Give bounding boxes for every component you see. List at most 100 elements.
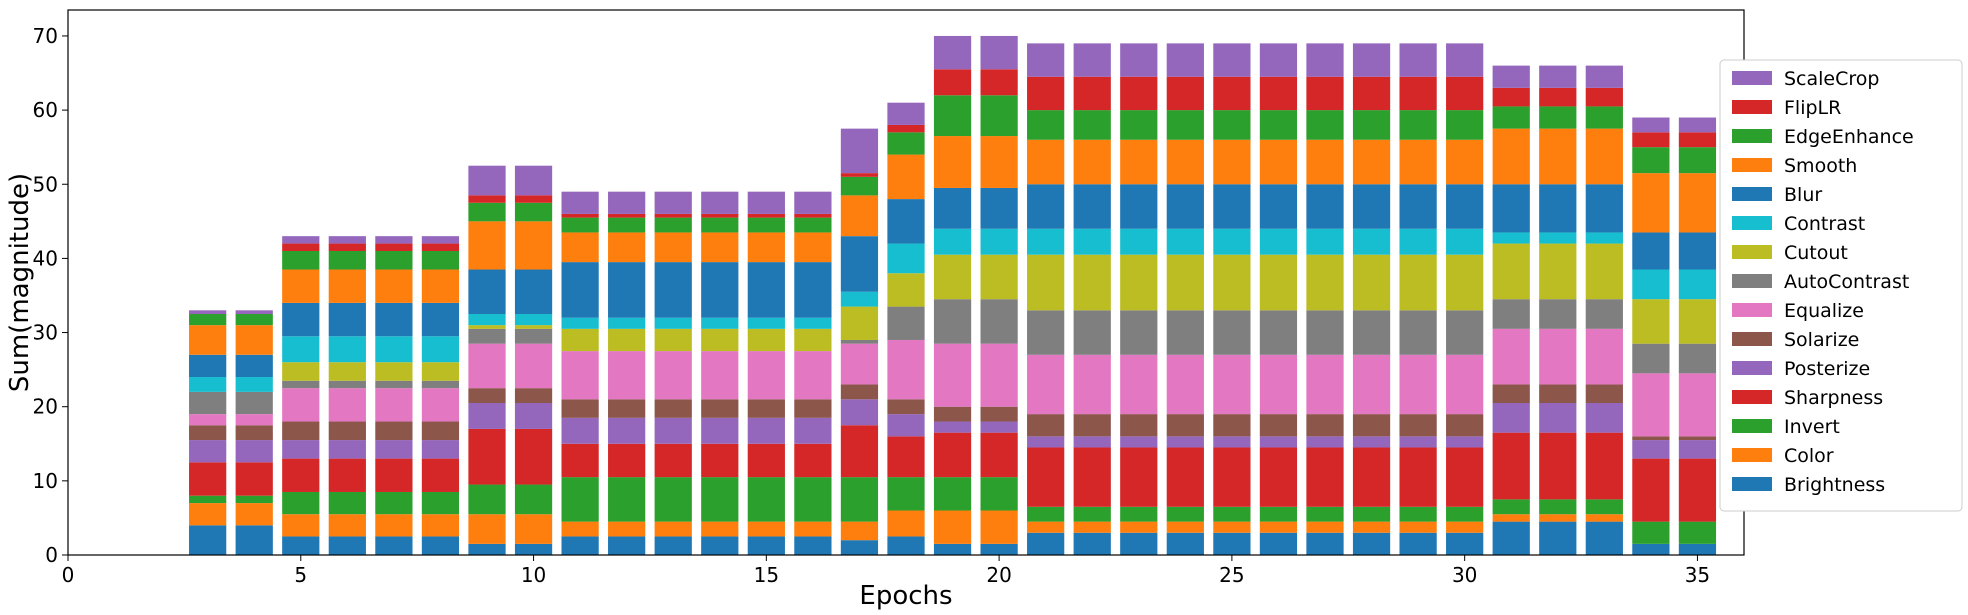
bar-segment-edgeenhance xyxy=(980,95,1018,137)
legend-label-sharpness: Sharpness xyxy=(1784,387,1883,409)
bar-segment-equalize xyxy=(1678,373,1717,437)
bar-segment-fliplr xyxy=(375,243,413,251)
legend-swatch-smooth xyxy=(1732,158,1772,172)
bar-segment-blur xyxy=(887,199,925,244)
bar-segment-smooth xyxy=(1259,139,1298,185)
bar-segment-brightness xyxy=(747,536,785,555)
bar-segment-posterize xyxy=(282,440,320,459)
bar-segment-posterize xyxy=(701,417,739,444)
bar-segment-contrast xyxy=(840,291,879,307)
bar-segment-scalecrop xyxy=(794,191,832,214)
bar-segment-fliplr xyxy=(608,213,646,218)
bar-segment-sharpness xyxy=(189,462,227,496)
bar-segment-sharpness xyxy=(1073,447,1111,507)
bar-segment-posterize xyxy=(1259,436,1298,448)
bar-segment-cutout xyxy=(1352,254,1391,311)
bar-segment-blur xyxy=(1492,184,1530,233)
bar-segment-sharpness xyxy=(747,443,785,478)
bar-segment-sharpness xyxy=(1585,432,1623,500)
bar-segment-smooth xyxy=(747,232,785,263)
bar-segment-edgeenhance xyxy=(933,95,972,137)
bar-segment-fliplr xyxy=(840,173,879,177)
bar-segment-invert xyxy=(282,491,320,515)
bar-segment-cutout xyxy=(468,325,506,329)
legend-label-contrast: Contrast xyxy=(1784,213,1865,235)
bar-segment-posterize xyxy=(980,421,1018,433)
bar-segment-blur xyxy=(933,187,972,229)
bar-segment-blur xyxy=(375,302,413,337)
bar-segment-solarize xyxy=(1306,414,1344,437)
bar-segment-solarize xyxy=(282,421,320,441)
bar-segment-autocontrast xyxy=(468,328,506,344)
bar-segment-blur xyxy=(980,187,1018,229)
bar-segment-solarize xyxy=(980,406,1018,422)
bar-segment-edgeenhance xyxy=(1213,110,1251,140)
bar-segment-color xyxy=(1213,521,1251,533)
bar-segment-color xyxy=(375,514,413,537)
x-tick-label: 5 xyxy=(294,563,307,587)
bar-segment-posterize xyxy=(421,440,460,459)
bar-segment-brightness xyxy=(608,536,646,555)
bar-segment-blur xyxy=(1539,184,1577,233)
bar-segment-smooth xyxy=(1166,139,1204,185)
bar-segment-blur xyxy=(1632,232,1670,270)
bar-segment-contrast xyxy=(1585,232,1623,244)
bar-segment-equalize xyxy=(1539,328,1577,385)
bar-segment-posterize xyxy=(1632,440,1670,459)
bar-segment-edgeenhance xyxy=(561,217,599,233)
bar-segment-cutout xyxy=(328,362,366,381)
bar-segment-posterize xyxy=(1678,440,1717,459)
bar-segment-brightness xyxy=(235,525,273,555)
legend-label-invert: Invert xyxy=(1784,416,1840,438)
bar-segment-invert xyxy=(514,484,553,515)
bar-segment-equalize xyxy=(561,351,599,400)
bar-segment-equalize xyxy=(1352,354,1391,415)
bar-segment-edgeenhance xyxy=(747,217,785,233)
bar-segment-solarize xyxy=(1585,384,1623,403)
bar-segment-solarize xyxy=(561,399,599,418)
bar-segment-invert xyxy=(421,491,460,515)
bar-segment-autocontrast xyxy=(1492,299,1530,329)
bar-segment-solarize xyxy=(1539,384,1577,403)
legend-swatch-autocontrast xyxy=(1732,274,1772,288)
bar-segment-fliplr xyxy=(1120,76,1158,111)
bar-segment-fliplr xyxy=(701,213,739,218)
bar-segment-invert xyxy=(1446,506,1484,522)
bar-segment-invert xyxy=(701,477,739,522)
bar-segment-scalecrop xyxy=(421,236,460,244)
bar-segment-posterize xyxy=(1492,402,1530,433)
legend-label-solarize: Solarize xyxy=(1784,329,1859,351)
bar-segment-equalize xyxy=(1213,354,1251,415)
bar-segment-invert xyxy=(1166,506,1204,522)
bar-segment-contrast xyxy=(980,228,1018,255)
x-tick-label: 0 xyxy=(62,563,75,587)
bar-segment-sharpness xyxy=(1632,458,1670,522)
bar-segment-edgeenhance xyxy=(1539,106,1577,129)
bar-segment-fliplr xyxy=(747,213,785,218)
bar-segment-edgeenhance xyxy=(608,217,646,233)
bar-segment-equalize xyxy=(933,343,972,407)
x-tick-label: 25 xyxy=(1219,563,1244,587)
bar-segment-contrast xyxy=(1306,228,1344,255)
bar-segment-equalize xyxy=(375,388,413,422)
bar-segment-color xyxy=(933,510,972,544)
bar-segment-fliplr xyxy=(514,195,553,203)
bar-segment-smooth xyxy=(561,232,599,263)
bar-segment-solarize xyxy=(1166,414,1204,437)
bar-segment-cutout xyxy=(514,325,553,329)
bar-segment-contrast xyxy=(701,317,739,329)
legend-swatch-scalecrop xyxy=(1732,71,1772,85)
bar-segment-contrast xyxy=(654,317,692,329)
legend-label-scalecrop: ScaleCrop xyxy=(1784,68,1879,90)
bar-segment-posterize xyxy=(1306,436,1344,448)
bar-segment-scalecrop xyxy=(1120,43,1158,77)
bar-segment-sharpness xyxy=(375,458,413,492)
bar-segment-autocontrast xyxy=(1120,310,1158,355)
legend-swatch-brightness xyxy=(1732,477,1772,491)
bar-segment-contrast xyxy=(1120,228,1158,255)
bar-segment-cutout xyxy=(1306,254,1344,311)
bar-segment-fliplr xyxy=(421,243,460,251)
legend-swatch-blur xyxy=(1732,187,1772,201)
bar-segment-solarize xyxy=(1120,414,1158,437)
bar-segment-scalecrop xyxy=(1678,117,1717,133)
